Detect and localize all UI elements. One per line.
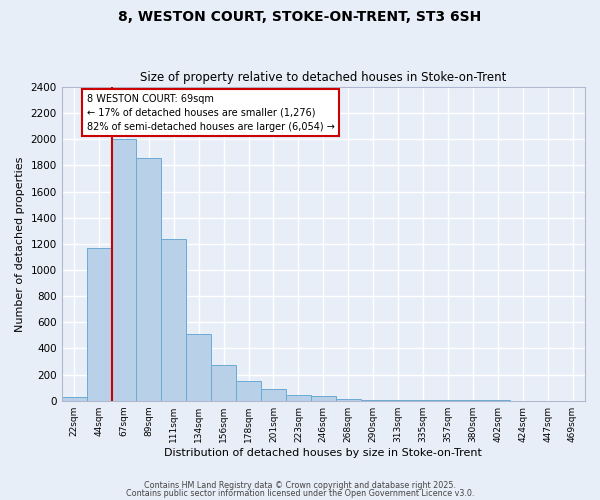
Bar [86,248,112,400]
Bar [136,158,161,400]
Bar [211,365,236,400]
Y-axis label: Number of detached properties: Number of detached properties [15,156,25,332]
Bar [286,395,311,400]
Title: Size of property relative to detached houses in Stoke-on-Trent: Size of property relative to detached ho… [140,72,506,85]
Bar [236,381,261,400]
Bar [261,389,286,400]
X-axis label: Distribution of detached houses by size in Stoke-on-Trent: Distribution of detached houses by size … [164,448,482,458]
Bar [336,398,361,400]
Bar [62,398,86,400]
Text: 8 WESTON COURT: 69sqm
← 17% of detached houses are smaller (1,276)
82% of semi-d: 8 WESTON COURT: 69sqm ← 17% of detached … [86,94,334,132]
Bar [112,140,136,400]
Text: Contains public sector information licensed under the Open Government Licence v3: Contains public sector information licen… [126,488,474,498]
Bar [161,238,186,400]
Bar [186,334,211,400]
Bar [311,396,336,400]
Text: Contains HM Land Registry data © Crown copyright and database right 2025.: Contains HM Land Registry data © Crown c… [144,481,456,490]
Text: 8, WESTON COURT, STOKE-ON-TRENT, ST3 6SH: 8, WESTON COURT, STOKE-ON-TRENT, ST3 6SH [118,10,482,24]
